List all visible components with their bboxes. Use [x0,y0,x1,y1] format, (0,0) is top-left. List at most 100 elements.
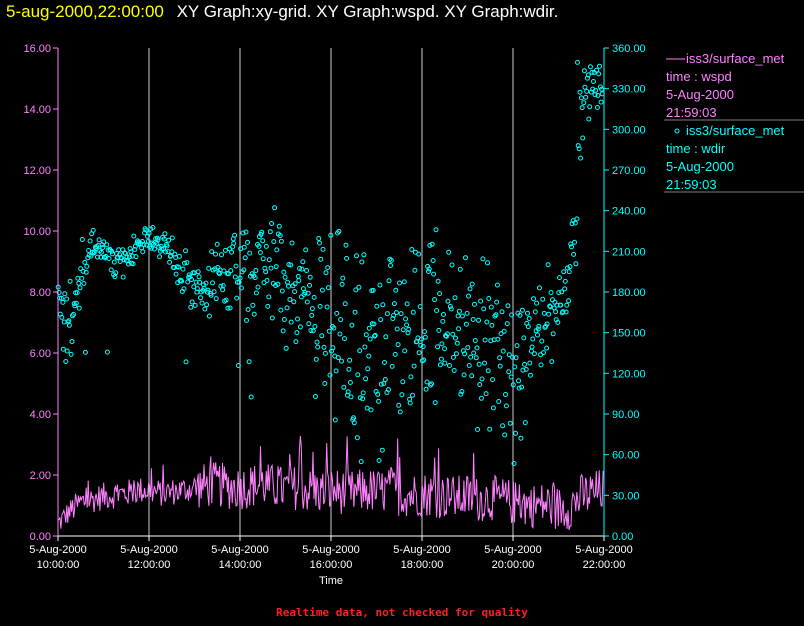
wdir-point [490,405,496,411]
wdir-point [245,239,250,245]
wdir-point [194,286,200,292]
wdir-point [223,297,229,303]
x-tick-date: 5-Aug-2000 [302,544,360,556]
wdir-point [287,297,293,302]
wdir-point [440,318,446,324]
wdir-point [397,280,402,286]
wdir-point [527,360,533,366]
wdir-point [171,265,177,271]
wdir-point [522,361,527,367]
wdir-point [388,257,394,263]
wdir-point [229,249,234,255]
wdir-point [388,263,393,268]
header-title: 5-aug-2000,22:00:00 XY Graph:xy-grid. XY… [6,2,558,22]
wdir-point [203,280,209,286]
wdir-point [545,262,551,268]
wdir-point [473,355,479,361]
wdir-point [574,216,580,222]
wdir-point [101,239,107,245]
wdir-point [529,344,535,350]
wdir-point [382,377,388,382]
wdir-point [484,319,490,325]
wdir-point [141,242,147,247]
wdir-point [291,299,297,305]
wdir-point [60,299,66,305]
x-tick-time: 10:00:00 [37,559,80,571]
wdir-point [110,251,115,257]
wdir-point [100,245,106,250]
wdir-point [300,286,306,292]
wdir-point [173,271,179,277]
wdir-point [82,349,88,355]
wdir-point [426,266,432,272]
wdir-point [398,311,404,317]
wdir-point [292,289,298,295]
wdir-point [188,304,194,310]
wdir-point [513,430,519,436]
wdir-point [357,395,363,401]
wdir-point [104,242,110,248]
wdir-point [265,303,271,309]
wdir-point [308,328,314,333]
wdir-point [463,321,469,327]
wdir-point [143,227,149,233]
wdir-point [478,298,484,304]
wdir-point [79,237,85,242]
wdir-point [67,278,73,284]
wdir-point [567,264,573,270]
wdir-point [564,302,570,308]
wdir-point [60,346,66,352]
wdir-point [366,325,372,331]
right-tick-label: 240.00 [612,206,646,218]
wdir-point [245,307,251,312]
wdir-point [476,361,482,367]
wdir-point [205,289,210,295]
wdir-point [501,328,507,334]
wdir-point [575,143,581,149]
wdir-point [311,294,317,300]
wdir-point [359,259,365,265]
wdir-point [196,274,202,280]
wdir-point [96,237,102,243]
wdir-point [483,391,489,397]
wdir-point [428,382,433,388]
wdir-point [167,259,173,265]
wdir-point [314,339,320,345]
wdir-point [240,230,246,236]
wdir-point [214,241,220,247]
legend-time: 21:59:03 [666,105,717,120]
wdir-point [472,301,477,307]
x-tick-date: 5-Aug-2000 [575,544,633,556]
wdir-point [469,281,475,287]
wdir-point [204,302,210,308]
wdir-point [374,303,380,309]
wdir-point [210,280,215,286]
wdir-point [408,374,414,380]
wdir-point [442,346,447,352]
wdir-point [412,267,418,273]
wdir-point [252,275,258,281]
wdir-point [178,277,184,283]
wdir-point [467,286,473,292]
wdir-point [349,322,355,328]
wdir-point [422,334,428,340]
wdir-point [396,402,402,408]
wdir-point [594,105,600,110]
wdir-point [525,324,531,330]
wdir-point [426,269,431,274]
legend-circle-marker [674,128,680,134]
wdir-point [386,278,392,284]
right-tick-label: 360.00 [612,43,646,55]
wdir-point [322,350,328,356]
wdir-point [237,275,243,281]
wdir-point [116,247,122,253]
wdir-point [76,280,82,286]
x-tick-date: 5-Aug-2000 [211,544,269,556]
wdir-point [596,71,602,77]
wdir-point [69,339,75,344]
wdir-point [433,227,439,233]
wdir-point [309,306,315,312]
wdir-point [507,420,513,426]
wdir-point [277,233,283,238]
wdir-point [104,349,110,355]
